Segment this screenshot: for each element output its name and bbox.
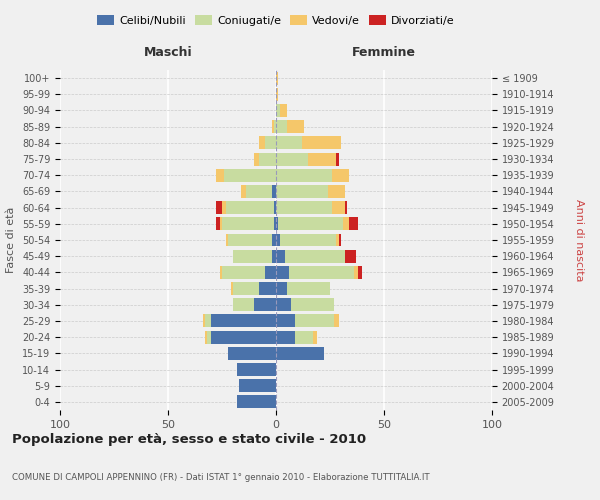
Bar bbox=[215, 169, 224, 181]
Bar bbox=[276, 234, 280, 246]
Bar bbox=[230, 282, 233, 295]
Bar bbox=[332, 201, 345, 214]
Bar bbox=[272, 120, 274, 133]
Bar bbox=[259, 136, 265, 149]
Bar bbox=[276, 169, 332, 181]
Bar bbox=[337, 234, 338, 246]
Y-axis label: Fasce di età: Fasce di età bbox=[7, 207, 16, 273]
Bar bbox=[276, 298, 291, 311]
Bar bbox=[233, 298, 254, 311]
Bar bbox=[354, 266, 358, 279]
Bar bbox=[280, 104, 287, 117]
Bar bbox=[343, 218, 349, 230]
Bar bbox=[276, 120, 287, 133]
Bar bbox=[295, 314, 334, 328]
Bar bbox=[254, 152, 259, 166]
Text: Femmine: Femmine bbox=[352, 46, 416, 59]
Bar bbox=[349, 218, 358, 230]
Bar bbox=[308, 152, 337, 166]
Bar bbox=[334, 314, 338, 328]
Bar bbox=[265, 266, 276, 279]
Text: COMUNE DI CAMPOLI APPENNINO (FR) - Dati ISTAT 1° gennaio 2010 - Elaborazione TUT: COMUNE DI CAMPOLI APPENNINO (FR) - Dati … bbox=[12, 473, 430, 482]
Bar bbox=[211, 314, 276, 328]
Bar bbox=[287, 120, 304, 133]
Bar bbox=[276, 152, 308, 166]
Bar bbox=[276, 218, 278, 230]
Bar bbox=[272, 185, 276, 198]
Bar bbox=[259, 152, 276, 166]
Bar bbox=[222, 266, 265, 279]
Bar bbox=[276, 72, 278, 85]
Bar bbox=[203, 314, 205, 328]
Bar bbox=[224, 169, 276, 181]
Text: Maschi: Maschi bbox=[143, 46, 193, 59]
Bar bbox=[222, 218, 274, 230]
Bar bbox=[239, 379, 276, 392]
Bar bbox=[276, 314, 295, 328]
Bar bbox=[274, 120, 276, 133]
Bar bbox=[276, 201, 332, 214]
Bar bbox=[272, 250, 276, 262]
Bar bbox=[276, 330, 295, 344]
Bar bbox=[278, 218, 343, 230]
Bar bbox=[287, 282, 330, 295]
Bar bbox=[338, 234, 341, 246]
Bar bbox=[226, 234, 229, 246]
Bar bbox=[302, 136, 341, 149]
Bar bbox=[295, 330, 313, 344]
Bar bbox=[254, 298, 276, 311]
Bar bbox=[205, 314, 211, 328]
Bar bbox=[274, 201, 276, 214]
Bar bbox=[272, 234, 276, 246]
Bar bbox=[205, 330, 207, 344]
Bar bbox=[215, 201, 222, 214]
Bar bbox=[276, 136, 302, 149]
Bar bbox=[280, 234, 337, 246]
Bar bbox=[241, 185, 246, 198]
Bar bbox=[313, 330, 317, 344]
Bar bbox=[345, 250, 356, 262]
Bar bbox=[276, 347, 323, 360]
Bar bbox=[215, 218, 220, 230]
Bar bbox=[276, 266, 289, 279]
Text: Popolazione per età, sesso e stato civile - 2010: Popolazione per età, sesso e stato civil… bbox=[12, 432, 366, 446]
Bar bbox=[274, 218, 276, 230]
Bar bbox=[265, 136, 276, 149]
Bar bbox=[332, 169, 349, 181]
Bar bbox=[207, 330, 211, 344]
Bar bbox=[276, 88, 278, 101]
Bar bbox=[246, 185, 272, 198]
Bar bbox=[226, 201, 274, 214]
Bar bbox=[237, 396, 276, 408]
Y-axis label: Anni di nascita: Anni di nascita bbox=[574, 198, 584, 281]
Bar bbox=[276, 104, 280, 117]
Bar bbox=[276, 250, 284, 262]
Bar bbox=[233, 250, 272, 262]
Bar bbox=[211, 330, 276, 344]
Bar bbox=[337, 152, 338, 166]
Bar bbox=[222, 201, 226, 214]
Bar bbox=[345, 201, 347, 214]
Bar bbox=[276, 185, 328, 198]
Bar bbox=[291, 298, 334, 311]
Bar bbox=[229, 234, 272, 246]
Bar bbox=[229, 347, 276, 360]
Bar bbox=[237, 363, 276, 376]
Bar bbox=[328, 185, 345, 198]
Bar bbox=[233, 282, 259, 295]
Bar bbox=[284, 250, 345, 262]
Bar bbox=[220, 266, 222, 279]
Legend: Celibi/Nubili, Coniugati/e, Vedovi/e, Divorziati/e: Celibi/Nubili, Coniugati/e, Vedovi/e, Di… bbox=[93, 10, 459, 30]
Bar bbox=[276, 282, 287, 295]
Bar bbox=[220, 218, 222, 230]
Bar bbox=[358, 266, 362, 279]
Bar bbox=[259, 282, 276, 295]
Bar bbox=[289, 266, 354, 279]
